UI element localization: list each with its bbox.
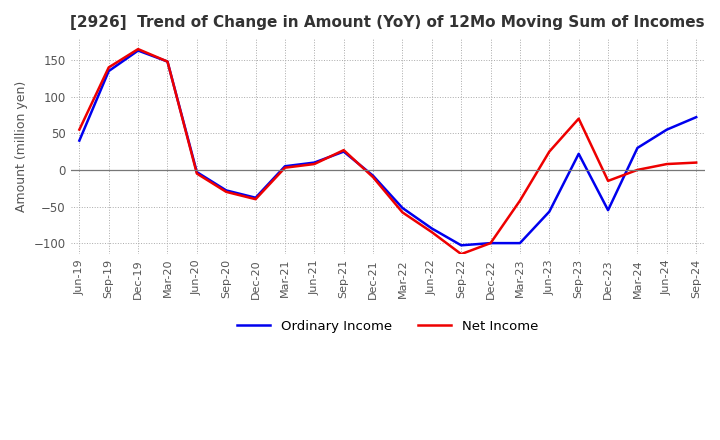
- Y-axis label: Amount (million yen): Amount (million yen): [15, 81, 28, 212]
- Net Income: [428, 230, 436, 235]
- Line: Net Income: Net Income: [79, 49, 696, 254]
- Net Income: [486, 241, 495, 246]
- Net Income: [281, 165, 289, 170]
- Ordinary Income: [281, 164, 289, 169]
- Ordinary Income: [163, 59, 172, 64]
- Net Income: [104, 65, 113, 70]
- Net Income: [134, 47, 143, 52]
- Ordinary Income: [662, 127, 671, 132]
- Line: Ordinary Income: Ordinary Income: [79, 51, 696, 246]
- Net Income: [575, 116, 583, 121]
- Ordinary Income: [692, 114, 701, 120]
- Net Income: [692, 160, 701, 165]
- Net Income: [339, 147, 348, 153]
- Net Income: [545, 149, 554, 154]
- Net Income: [222, 189, 230, 194]
- Net Income: [398, 210, 407, 215]
- Net Income: [163, 59, 172, 64]
- Ordinary Income: [104, 68, 113, 73]
- Net Income: [251, 197, 260, 202]
- Ordinary Income: [192, 169, 201, 175]
- Ordinary Income: [516, 241, 524, 246]
- Ordinary Income: [428, 226, 436, 231]
- Ordinary Income: [310, 160, 319, 165]
- Title: [2926]  Trend of Change in Amount (YoY) of 12Mo Moving Sum of Incomes: [2926] Trend of Change in Amount (YoY) o…: [71, 15, 705, 30]
- Ordinary Income: [134, 48, 143, 53]
- Ordinary Income: [633, 145, 642, 150]
- Ordinary Income: [457, 243, 466, 248]
- Net Income: [604, 178, 613, 183]
- Net Income: [75, 127, 84, 132]
- Ordinary Income: [339, 149, 348, 154]
- Net Income: [457, 252, 466, 257]
- Legend: Ordinary Income, Net Income: Ordinary Income, Net Income: [232, 315, 544, 338]
- Net Income: [633, 167, 642, 172]
- Ordinary Income: [575, 151, 583, 157]
- Ordinary Income: [75, 138, 84, 143]
- Ordinary Income: [369, 173, 377, 178]
- Net Income: [516, 198, 524, 203]
- Ordinary Income: [251, 195, 260, 200]
- Ordinary Income: [545, 209, 554, 214]
- Ordinary Income: [604, 208, 613, 213]
- Net Income: [192, 171, 201, 176]
- Ordinary Income: [486, 241, 495, 246]
- Net Income: [662, 161, 671, 167]
- Net Income: [369, 175, 377, 180]
- Ordinary Income: [398, 205, 407, 211]
- Ordinary Income: [222, 188, 230, 193]
- Net Income: [310, 161, 319, 167]
